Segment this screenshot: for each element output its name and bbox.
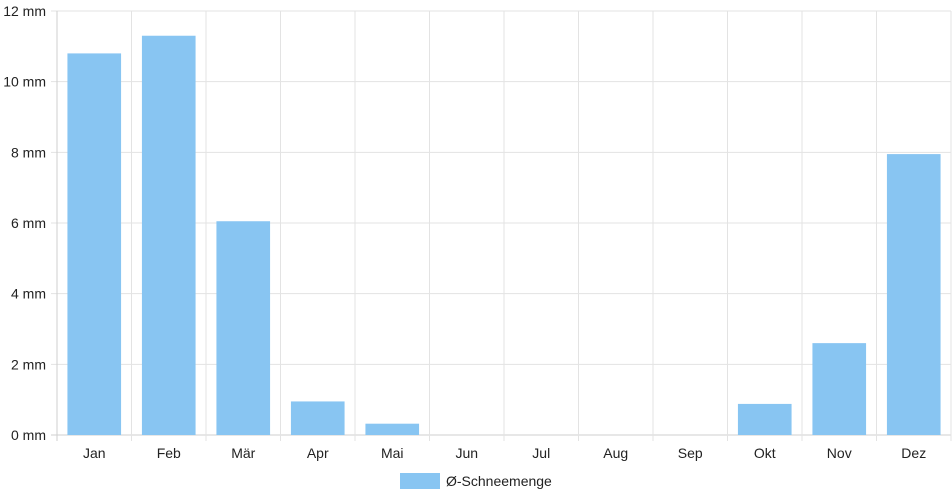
x-tick-label: Feb — [157, 445, 181, 461]
x-tick-label: Sep — [678, 445, 703, 461]
bar-nov — [812, 343, 867, 435]
y-tick-label: 4 mm — [11, 286, 46, 302]
y-tick-label: 2 mm — [11, 356, 46, 372]
x-tick-label: Jul — [532, 445, 550, 461]
bar-apr — [290, 401, 345, 435]
bar-chart-plot: 0 mm 2 mm 4 mm 6 mm 8 mm 10 mm 12 mm Jan Feb Mär A… — [3, 3, 952, 461]
bar-mär — [216, 221, 271, 435]
x-tick-label: Apr — [307, 445, 329, 461]
legend: Ø-Schneemenge — [400, 473, 552, 489]
x-tick-label: Aug — [603, 445, 628, 461]
legend-label: Ø-Schneemenge — [446, 473, 552, 489]
y-tick-label: 6 mm — [11, 215, 46, 231]
legend-swatch — [400, 473, 440, 489]
y-tick-label: 0 mm — [11, 427, 46, 443]
x-tick-label: Mai — [381, 445, 404, 461]
x-tick-label: Dez — [901, 445, 926, 461]
x-tick-label: Mär — [231, 445, 255, 461]
y-tick-label: 8 mm — [11, 144, 46, 160]
bar-dez — [886, 154, 941, 435]
x-tick-label: Jun — [455, 445, 478, 461]
x-tick-label: Okt — [754, 445, 776, 461]
y-tick-label: 10 mm — [3, 74, 46, 90]
bar-feb — [141, 35, 196, 435]
bar-mai — [365, 423, 420, 435]
x-tick-label: Jan — [83, 445, 106, 461]
bar-okt — [737, 403, 792, 435]
x-tick-label: Nov — [827, 445, 852, 461]
bar-jan — [67, 53, 122, 436]
y-tick-label: 12 mm — [3, 3, 46, 19]
